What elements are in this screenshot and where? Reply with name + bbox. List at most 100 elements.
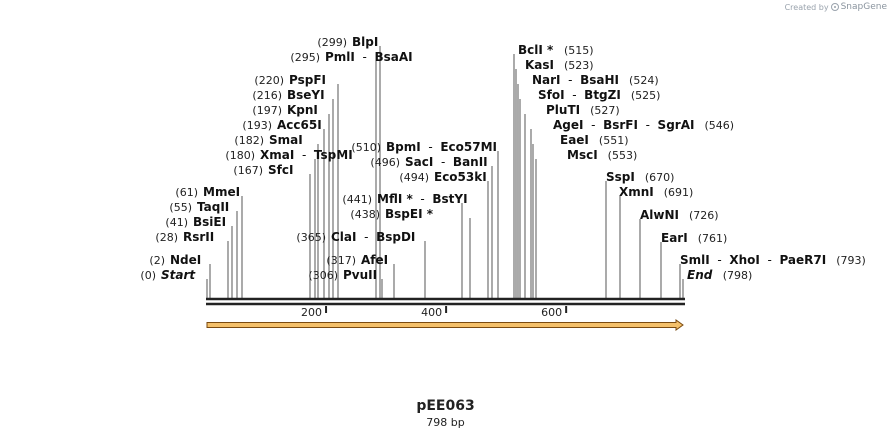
site-label[interactable]: NarI - BsaHI (524): [532, 73, 659, 87]
credit-prefix: Created by: [784, 2, 829, 12]
site-label[interactable]: (2) NdeI: [149, 253, 201, 267]
enzyme-separator: -: [356, 230, 376, 244]
site-label[interactable]: (441) MflI * - BstYI: [342, 192, 467, 206]
site-label[interactable]: (0) Start: [140, 268, 196, 282]
site-label[interactable]: EaeI (551): [560, 133, 629, 147]
enzyme-name: BpmI: [386, 140, 421, 154]
site-label[interactable]: SfoI - BtgZI (525): [538, 88, 660, 102]
enzyme-name: SmaI: [269, 133, 303, 147]
site-label[interactable]: (299) BlpI: [317, 35, 378, 49]
site-label[interactable]: (55) TaqII: [169, 200, 229, 214]
enzyme-names: PluTI: [546, 103, 580, 117]
enzyme-names: NarI - BsaHI: [532, 73, 619, 87]
enzyme-names: MmeI: [203, 185, 240, 199]
site-label[interactable]: KasI (523): [525, 58, 594, 72]
enzyme-separator: -: [421, 140, 441, 154]
enzyme-name: MscI: [567, 148, 598, 162]
enzyme-name: XhoI: [729, 253, 760, 267]
site-label[interactable]: BclI * (515): [518, 43, 594, 57]
enzyme-name: PluTI: [546, 103, 580, 117]
site-position-label: (793): [836, 254, 866, 267]
site-label[interactable]: (167) SfcI: [233, 163, 293, 177]
site-labels: (299) BlpI(295) PmlI - BsaAI (220) PspFI(216…: [140, 35, 865, 282]
site-position-label: (524): [629, 74, 659, 87]
site-label[interactable]: (317) AfeI: [326, 253, 388, 267]
enzyme-name: PvuII: [343, 268, 377, 282]
enzyme-name: BsrFI: [603, 118, 638, 132]
enzyme-names: MflI * - BstYI: [377, 192, 468, 206]
site-label[interactable]: (365) ClaI - BspDI: [296, 230, 415, 244]
site-label[interactable]: (494) Eco53kI: [399, 170, 486, 184]
site-label[interactable]: (510) BpmI - Eco57MI: [351, 140, 497, 154]
site-label[interactable]: PluTI (527): [546, 103, 620, 117]
site-position-label: (28): [155, 231, 178, 244]
enzyme-names: Eco53kI: [434, 170, 487, 184]
site-label[interactable]: (61) MmeI: [175, 185, 240, 199]
enzyme-name: SacI: [405, 155, 433, 169]
credit-brand: SnapGene: [840, 2, 887, 12]
site-label[interactable]: (41) BsiEI: [165, 215, 226, 229]
site-label[interactable]: (28) RsrII: [155, 230, 214, 244]
site-label[interactable]: (306) PvuII: [308, 268, 377, 282]
enzyme-names: SmaI: [269, 133, 303, 147]
site-label[interactable]: AlwNI (726): [640, 208, 719, 222]
enzyme-separator: -: [638, 118, 658, 132]
site-label[interactable]: (180) XmaI - TspMI: [225, 148, 352, 162]
site-label[interactable]: End (798): [687, 268, 752, 282]
enzyme-names: SmlI - XhoI - PaeR7I: [680, 253, 826, 267]
site-label[interactable]: (197) KpnI: [252, 103, 318, 117]
enzyme-names: BsiEI: [193, 215, 226, 229]
site-position-label: (494): [399, 171, 429, 184]
site-position-label: (546): [704, 119, 734, 132]
site-position-label: (553): [608, 149, 638, 162]
site-position-label: (2): [149, 254, 165, 267]
enzyme-separator: -: [710, 253, 730, 267]
enzyme-separator: -: [583, 118, 603, 132]
site-label[interactable]: (496) SacI - BanII: [370, 155, 487, 169]
site-position-label: (798): [723, 269, 753, 282]
site-position-label: (438): [350, 208, 380, 221]
enzyme-names: EarI: [661, 231, 688, 245]
site-label[interactable]: (438) BspEI *: [350, 207, 433, 221]
enzyme-name: NdeI: [170, 253, 201, 267]
site-position-label: (527): [590, 104, 620, 117]
enzyme-name: SspI: [606, 170, 635, 184]
site-label[interactable]: (182) SmaI: [234, 133, 302, 147]
site-label[interactable]: (193) Acc65I: [242, 118, 321, 132]
site-position-label: (295): [290, 51, 320, 64]
enzyme-name: BspEI *: [385, 207, 434, 221]
enzyme-names: AlwNI: [640, 208, 679, 222]
orf-feature-arrow[interactable]: [206, 319, 684, 331]
enzyme-name: RsrII: [183, 230, 214, 244]
enzyme-names: AgeI - BsrFI - SgrAI: [553, 118, 694, 132]
site-position-label: (299): [317, 36, 347, 49]
site-position-label: (306): [308, 269, 338, 282]
site-label[interactable]: (295) PmlI - BsaAI: [290, 50, 412, 64]
enzyme-name: BsaAI: [374, 50, 412, 64]
site-label[interactable]: XmnI (691): [619, 185, 693, 199]
site-label[interactable]: SmlI - XhoI - PaeR7I (793): [680, 253, 866, 267]
enzyme-names: Start: [161, 268, 196, 282]
site-label[interactable]: SspI (670): [606, 170, 674, 184]
enzyme-name: EaeI: [560, 133, 589, 147]
enzyme-name: End: [687, 268, 713, 282]
site-label[interactable]: MscI (553): [567, 148, 637, 162]
site-position-label: (0): [140, 269, 156, 282]
enzyme-name: SfoI: [538, 88, 565, 102]
enzyme-names: XmnI: [619, 185, 654, 199]
enzyme-name: BseYI: [287, 88, 325, 102]
site-position-label: (317): [326, 254, 356, 267]
site-label[interactable]: EarI (761): [661, 231, 727, 245]
enzyme-name: BsiEI: [193, 215, 226, 229]
enzyme-name: PaeR7I: [779, 253, 826, 267]
enzyme-names: AfeI: [361, 253, 388, 267]
site-position-label: (761): [698, 232, 728, 245]
site-label[interactable]: AgeI - BsrFI - SgrAI (546): [553, 118, 734, 132]
site-label[interactable]: (216) BseYI: [252, 88, 324, 102]
site-position-label: (670): [645, 171, 675, 184]
enzyme-name: SgrAI: [658, 118, 695, 132]
site-label[interactable]: (220) PspFI: [254, 73, 326, 87]
site-position-label: (220): [254, 74, 284, 87]
ruler: 200 400 600: [301, 306, 568, 319]
leader-lines: [206, 46, 684, 298]
